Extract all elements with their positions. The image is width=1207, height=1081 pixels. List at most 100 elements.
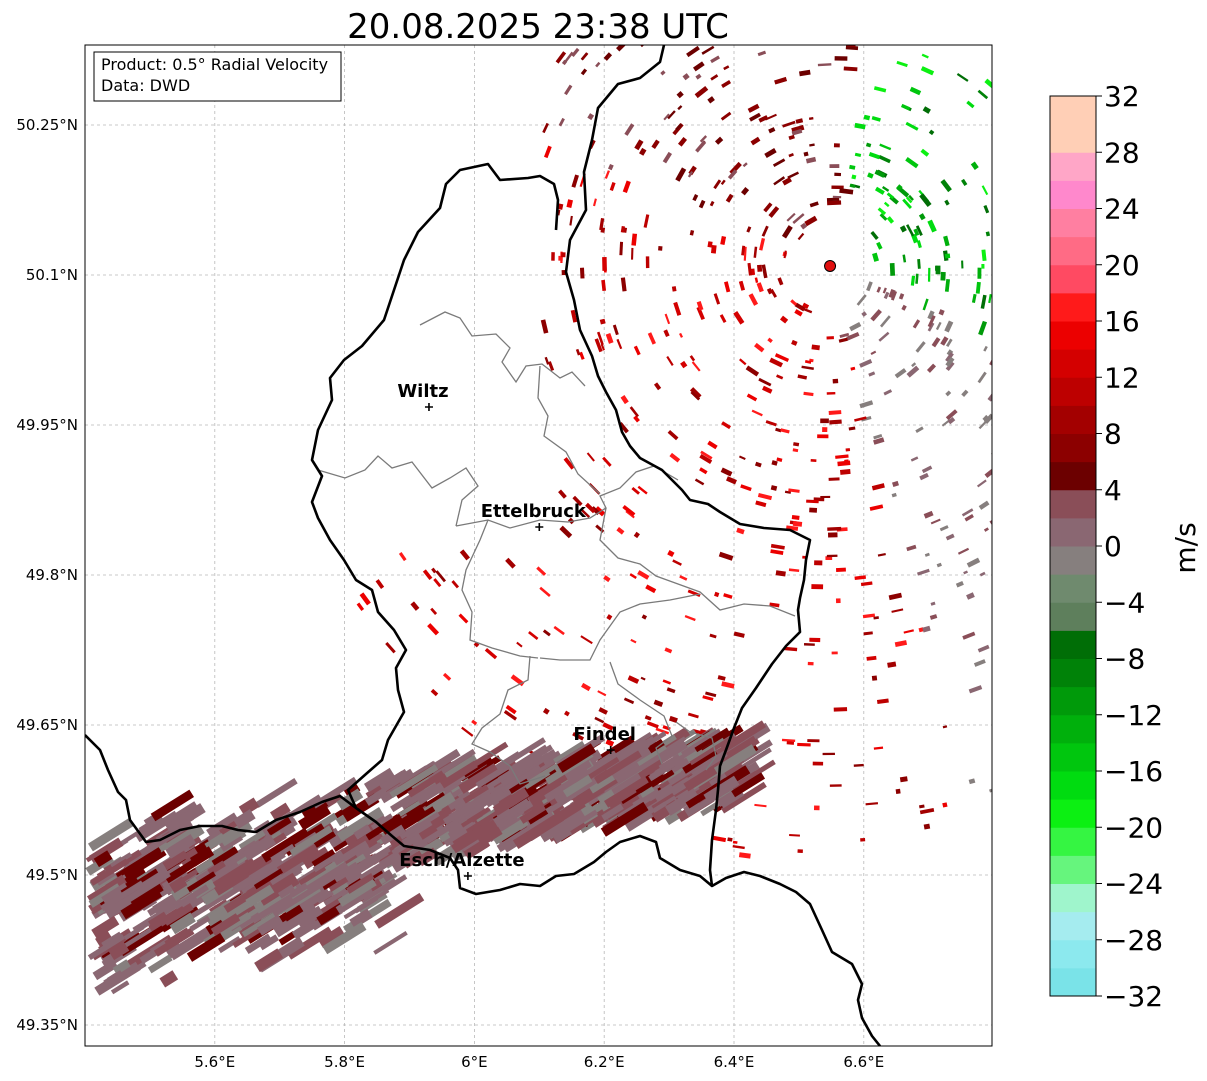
echo-cell (457, 806, 491, 830)
echo-cell (983, 527, 989, 532)
echo-cell (505, 704, 517, 715)
borders (85, 45, 882, 1046)
echo-cell (363, 767, 395, 793)
echo-cell (792, 448, 799, 453)
echo-cell (984, 468, 992, 479)
echo-cell (1011, 125, 1019, 134)
echo-cell (164, 927, 189, 946)
echo-cell (394, 806, 436, 835)
echo-cell (915, 426, 924, 433)
echo-cell (1031, 249, 1034, 254)
echo-cell (876, 698, 889, 705)
echo-cell (833, 36, 839, 41)
echo-cell (602, 257, 607, 271)
echo-cell (410, 601, 420, 611)
echo-cell (585, 502, 596, 514)
echo-cell (961, 178, 968, 187)
echo-cell (603, 52, 613, 61)
echo-cell (1035, 104, 1044, 115)
info-data-text: Data: DWD (101, 76, 190, 95)
echo-cell (829, 784, 842, 787)
echo-cell (601, 803, 624, 821)
echo-cell (689, 387, 702, 399)
echo-cell (896, 60, 908, 68)
echo-cell (935, 265, 938, 271)
echo-cell (435, 570, 447, 583)
echo-cell (211, 846, 239, 867)
echo-cell (210, 913, 241, 937)
echo-cell (783, 646, 798, 652)
echo-cell (764, 113, 777, 121)
echo-cell (564, 710, 570, 717)
echo-cell (1024, 262, 1028, 271)
echo-cell (930, 518, 941, 525)
echo-cell (544, 356, 550, 365)
echo-cell (593, 198, 597, 207)
echo-cell (894, 368, 907, 379)
echo-cell (859, 400, 874, 409)
echo-cell (564, 759, 592, 781)
echo-cell (664, 808, 685, 826)
echo-cell (1013, 393, 1017, 398)
echo-cell (888, 592, 903, 601)
echo-cell (910, 456, 919, 462)
echo-cell (484, 647, 498, 660)
echo-cell (853, 763, 864, 767)
echo-cell (447, 821, 464, 837)
echo-cell (936, 562, 942, 568)
echo-cell (87, 817, 135, 852)
echo-cell (1190, 372, 1197, 380)
colorbar-segment (1050, 883, 1096, 913)
echo-cell (963, 570, 968, 575)
echo-cell (540, 319, 549, 334)
echo-cell (692, 194, 699, 202)
echo-cell (664, 647, 673, 654)
echo-cell (139, 867, 171, 893)
echo-cell (1006, 186, 1011, 193)
echo-cell (585, 773, 630, 806)
echo-cell (1156, 59, 1163, 68)
echo-cell (422, 569, 433, 581)
echo-cell (971, 293, 977, 303)
echo-cell (273, 903, 319, 938)
echo-cell (445, 797, 482, 824)
echo-cell (720, 735, 756, 760)
echo-cell (1080, 0, 1089, 2)
echo-cell (927, 322, 935, 332)
echo-cell (710, 55, 720, 64)
echo-cell (759, 237, 766, 251)
echo-cell (774, 353, 790, 362)
x-tick-label: 5.6°E (194, 1053, 235, 1071)
echo-cell (497, 737, 546, 771)
echo-cell (887, 661, 897, 668)
echo-cell (1152, 568, 1161, 577)
colorbar-segment (1050, 236, 1096, 266)
echo-cell (477, 826, 503, 847)
echo-cell (370, 813, 394, 831)
echo-cell (572, 495, 583, 507)
echo-cell (266, 816, 292, 836)
echo-cell (380, 824, 406, 845)
colorbar-segment (1050, 321, 1096, 350)
echo-cell (820, 495, 831, 499)
echo-cell (899, 225, 907, 233)
echo-cell (720, 781, 767, 814)
echo-cell (664, 313, 671, 325)
echo-cell (608, 787, 637, 809)
echo-cell (977, 371, 987, 384)
x-axis-ticks: 5.6°E 5.8°E 6°E 6.2°E 6.4°E 6.6°E (194, 1053, 884, 1071)
echo-cell (866, 281, 873, 292)
echo-cell (927, 310, 935, 320)
echo-cell (707, 440, 718, 450)
echo-cell (699, 135, 708, 143)
echo-cell (839, 188, 854, 195)
echo-cell (505, 557, 516, 569)
echo-cell (709, 200, 715, 207)
echo-cell (581, 52, 589, 60)
echo-cell (169, 912, 196, 935)
echo-cell (1044, 664, 1049, 669)
echo-cell (739, 358, 747, 366)
echo-cell (473, 641, 480, 648)
echo-cell (826, 336, 834, 340)
echo-cell (791, 128, 803, 136)
